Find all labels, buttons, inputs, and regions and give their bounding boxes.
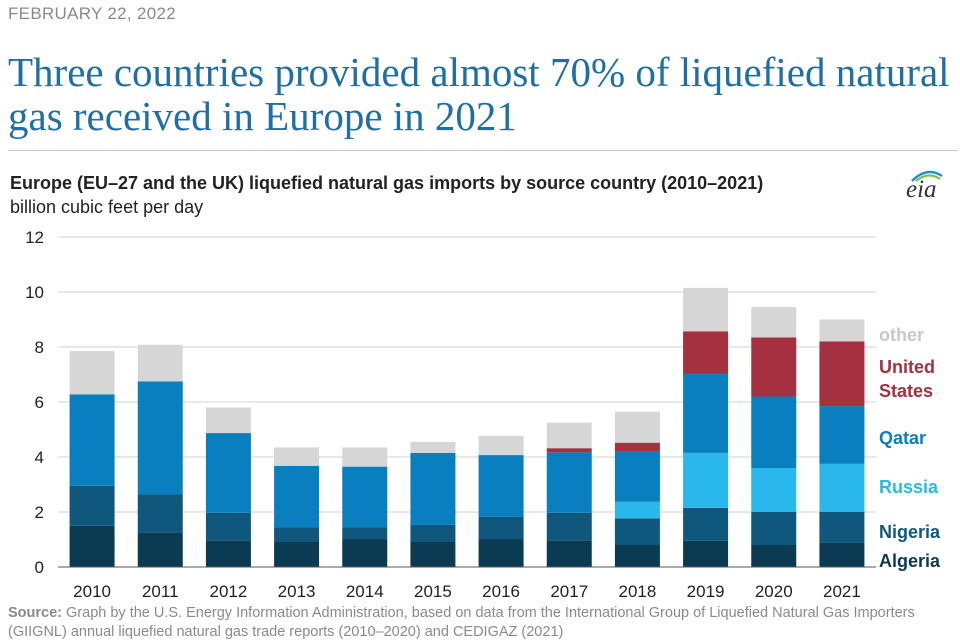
y-tick-label: 12 bbox=[25, 228, 44, 247]
bar-segment-nigeria bbox=[546, 512, 592, 541]
x-tick-label: 2020 bbox=[755, 582, 793, 601]
y-tick-label: 0 bbox=[35, 558, 44, 577]
bar-segment-russia bbox=[751, 468, 797, 512]
bar-segment-algeria bbox=[274, 541, 320, 567]
bar-segment-united-states bbox=[614, 442, 660, 451]
x-tick-label: 2017 bbox=[550, 582, 588, 601]
bar-segment-qatar bbox=[410, 452, 456, 525]
bar-segment-other bbox=[410, 441, 456, 453]
bar-segment-qatar bbox=[342, 466, 388, 528]
legend-label-other: other bbox=[879, 325, 924, 345]
chart-title: Europe (EU–27 and the UK) liquefied natu… bbox=[10, 173, 764, 193]
bar-segment-algeria bbox=[546, 540, 592, 567]
legend-label-russia: Russia bbox=[879, 477, 939, 497]
bar-segment-other bbox=[69, 351, 115, 395]
bar-segment-nigeria bbox=[751, 512, 797, 545]
source-note: Source: Graph by the U.S. Energy Informa… bbox=[8, 604, 953, 642]
bar-segment-qatar bbox=[751, 396, 797, 468]
x-tick-label: 2021 bbox=[823, 582, 861, 601]
x-tick-label: 2016 bbox=[482, 582, 520, 601]
bar-segment-qatar bbox=[69, 394, 115, 486]
bar-segment-algeria bbox=[342, 539, 388, 567]
bar-segment-other bbox=[819, 319, 865, 342]
bar-segment-other bbox=[342, 447, 388, 467]
bar-segment-qatar bbox=[137, 381, 183, 495]
bar-segment-nigeria bbox=[137, 494, 183, 533]
bar-segment-other bbox=[478, 435, 524, 456]
y-tick-label: 6 bbox=[35, 393, 44, 412]
x-tick-label: 2012 bbox=[210, 582, 248, 601]
bar-segment-united-states bbox=[751, 337, 797, 397]
bar-segment-nigeria bbox=[205, 512, 251, 541]
bar-segment-algeria bbox=[205, 540, 251, 567]
x-tick-label: 2013 bbox=[278, 582, 316, 601]
bar-segment-russia bbox=[614, 501, 660, 519]
divider bbox=[8, 150, 958, 151]
bar-segment-algeria bbox=[751, 545, 797, 567]
bar-segment-qatar bbox=[614, 450, 660, 502]
y-tick-label: 2 bbox=[35, 503, 44, 522]
x-tick-label: 2011 bbox=[142, 582, 179, 601]
stacked-bar-chart: 0 2 4 6 8 10 12 2010 2011 2012 2013 2014 2015 2016 201… bbox=[25, 228, 941, 601]
eia-logo-arc-icon bbox=[911, 170, 943, 182]
y-tick-label: 4 bbox=[35, 448, 44, 467]
x-tick-label: 2014 bbox=[346, 582, 384, 601]
bar-segment-qatar bbox=[205, 433, 251, 513]
source-text: Graph by the U.S. Energy Information Adm… bbox=[8, 605, 915, 640]
x-tick-label: 2018 bbox=[619, 582, 657, 601]
bar-segment-united-states bbox=[546, 448, 592, 453]
bar-segment-other bbox=[614, 411, 660, 443]
bar-segment-nigeria bbox=[342, 527, 388, 540]
source-label: Source: bbox=[8, 605, 62, 621]
bar-segment-qatar bbox=[478, 455, 524, 517]
bar-segment-nigeria bbox=[614, 518, 660, 545]
bar-segment-nigeria bbox=[410, 524, 456, 542]
bar-segment-other bbox=[683, 287, 729, 332]
eia-logo-text: eia bbox=[906, 176, 937, 203]
legend-label-us1: United bbox=[879, 357, 935, 377]
bar-segment-algeria bbox=[137, 532, 183, 567]
bar-segment-algeria bbox=[614, 545, 660, 567]
x-tick-label: 2010 bbox=[73, 582, 111, 601]
x-tick-label: 2015 bbox=[414, 582, 452, 601]
bar-segment-nigeria bbox=[69, 485, 115, 526]
bar-segment-algeria bbox=[69, 525, 115, 567]
bar-segment-qatar bbox=[819, 406, 865, 464]
bar-segment-algeria bbox=[410, 541, 456, 567]
bar-segment-other bbox=[137, 344, 183, 382]
bar-segment-nigeria bbox=[819, 512, 865, 543]
publication-date: FEBRUARY 22, 2022 bbox=[8, 4, 176, 23]
bar-segment-algeria bbox=[683, 540, 729, 567]
bar-segment-qatar bbox=[274, 465, 320, 528]
bar-segment-russia bbox=[819, 463, 865, 512]
bar-segment-united-states bbox=[683, 331, 729, 374]
bar-segment-other bbox=[546, 422, 592, 449]
bar-segment-other bbox=[274, 447, 320, 466]
bar-segment-nigeria bbox=[478, 516, 524, 540]
headline: Three countries provided almost 70% of l… bbox=[8, 49, 950, 139]
bar-segment-other bbox=[205, 407, 251, 434]
bar-segment-united-states bbox=[819, 341, 865, 407]
bar-segment-nigeria bbox=[683, 507, 729, 541]
bar-segment-qatar bbox=[546, 452, 592, 513]
bar-segment-algeria bbox=[478, 539, 524, 567]
bar-segment-algeria bbox=[819, 542, 865, 567]
y-tick-label: 10 bbox=[25, 283, 44, 302]
legend-label-nigeria: Nigeria bbox=[879, 522, 941, 542]
y-axis-units: billion cubic feet per day bbox=[10, 197, 204, 217]
x-tick-label: 2019 bbox=[687, 582, 725, 601]
eia-logo: eia bbox=[906, 168, 950, 208]
legend-label-algeria: Algeria bbox=[879, 551, 941, 571]
y-tick-label: 8 bbox=[35, 338, 44, 357]
bar-segment-qatar bbox=[683, 373, 729, 453]
legend-label-qatar: Qatar bbox=[879, 428, 926, 448]
legend-label-us2: States bbox=[879, 381, 933, 401]
bar-segment-russia bbox=[683, 452, 729, 508]
bar-segment-other bbox=[751, 307, 797, 338]
bar-segment-nigeria bbox=[274, 527, 320, 542]
